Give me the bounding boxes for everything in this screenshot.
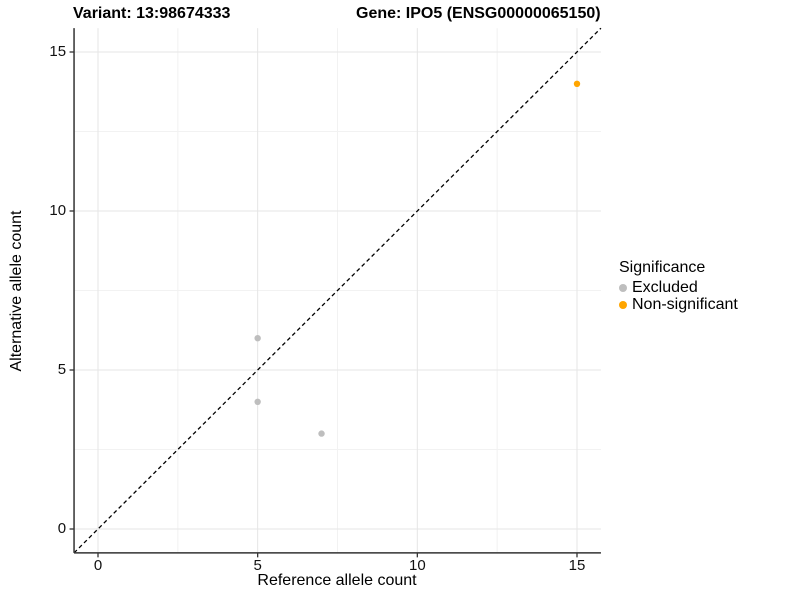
x-tick-label: 5	[253, 557, 262, 574]
legend-item-excluded: Excluded	[619, 279, 738, 296]
y-axis-title: Alternative allele count	[8, 210, 25, 372]
legend-item-label: Non-significant	[632, 295, 738, 313]
data-point-excluded	[254, 335, 261, 342]
y-tick-label: 0	[57, 520, 67, 537]
x-tick-label: 15	[568, 557, 586, 574]
plot-title-variant: Variant: 13:98674333	[73, 5, 231, 22]
legend-title: Significance	[619, 259, 706, 276]
data-point-non-significant	[573, 80, 581, 88]
identity-line	[73, 27, 602, 554]
y-tick-label: 15	[49, 43, 67, 60]
legend-item-label: Excluded	[632, 278, 698, 296]
plot-title-gene: Gene: IPO5 (ENSG00000065150)	[356, 5, 601, 22]
x-axis-title: Reference allele count	[257, 572, 417, 589]
excluded-dot-icon	[619, 283, 627, 292]
y-tick-label: 5	[57, 361, 67, 378]
y-tick-label: 10	[49, 202, 67, 219]
legend-item-non-significant: Non-significant	[619, 296, 738, 313]
non-significant-dot-icon	[619, 300, 627, 309]
x-tick-label: 10	[408, 557, 426, 574]
x-tick-label: 0	[93, 557, 103, 574]
legend: Significance Excluded Non-significant	[619, 258, 738, 313]
data-point-excluded	[254, 398, 261, 405]
data-point-excluded	[318, 430, 325, 437]
